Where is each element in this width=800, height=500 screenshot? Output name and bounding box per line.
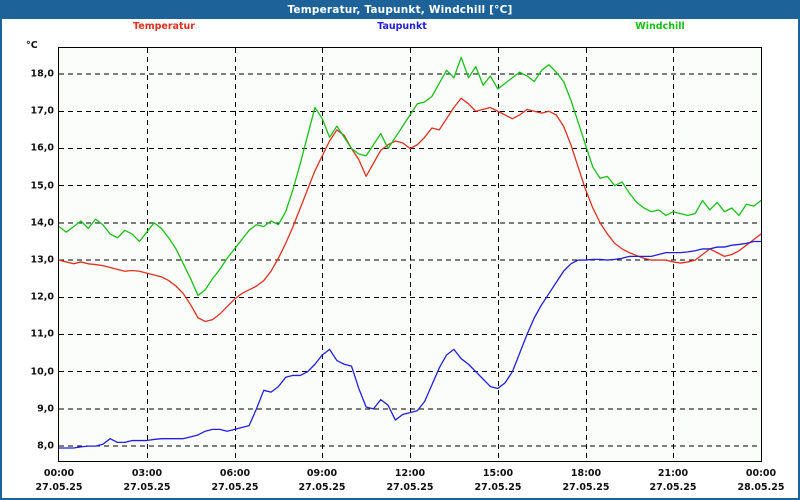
x-axis-tick: 15:00 27.05.25 bbox=[453, 468, 543, 493]
x-axis-tick-time: 12:00 bbox=[394, 468, 426, 479]
x-axis-tick-date: 27.05.25 bbox=[386, 482, 434, 493]
x-axis-tick-time: 09:00 bbox=[306, 468, 338, 479]
y-axis-tick: 18,0 bbox=[30, 68, 54, 80]
x-axis-tick-time: 18:00 bbox=[570, 468, 602, 479]
y-axis-tick: 15,0 bbox=[30, 180, 54, 192]
x-axis-tick-date: 27.05.25 bbox=[649, 482, 697, 493]
x-axis-tick: 06:00 27.05.25 bbox=[190, 468, 280, 493]
chart-legend: Temperatur Taupunkt Windchill bbox=[2, 21, 798, 37]
series-line-temperatur bbox=[59, 97, 761, 323]
y-axis-tick: 11,0 bbox=[30, 328, 54, 340]
window-title: Temperatur, Taupunkt, Windchill [°C] bbox=[2, 2, 798, 19]
x-axis-tick-time: 21:00 bbox=[657, 468, 689, 479]
y-axis-tick: 12,0 bbox=[30, 291, 54, 303]
x-axis-tick-date: 27.05.25 bbox=[35, 482, 83, 493]
y-axis-unit-label: °C bbox=[26, 40, 38, 51]
x-axis-tick: 03:00 27.05.25 bbox=[102, 468, 192, 493]
legend-item-temperatur: Temperatur bbox=[133, 21, 195, 32]
chart-svg bbox=[59, 48, 761, 461]
series-line-windchill bbox=[59, 56, 761, 297]
y-axis-tick: 13,0 bbox=[30, 254, 54, 266]
x-axis-tick-time: 06:00 bbox=[219, 468, 251, 479]
x-axis-tick-time: 03:00 bbox=[131, 468, 163, 479]
y-axis-tick: 8,0 bbox=[37, 440, 54, 452]
y-axis-tick: 17,0 bbox=[30, 105, 54, 117]
chart-plot-area: °C 18,0 17,0 16,0 15,0 14,0 13,0 12,0 11,0 10,0 9… bbox=[2, 37, 798, 498]
x-axis-tick: 00:00 27.05.25 bbox=[14, 468, 104, 493]
x-axis-tick-time: 00:00 bbox=[745, 468, 777, 479]
x-axis-tick-date: 27.05.25 bbox=[474, 482, 522, 493]
y-axis-tick: 14,0 bbox=[30, 217, 54, 229]
y-axis-tick: 10,0 bbox=[30, 366, 54, 378]
y-axis-tick: 16,0 bbox=[30, 142, 54, 154]
x-axis-tick: 00:00 28.05.25 bbox=[716, 468, 800, 493]
x-axis-tick: 21:00 27.05.25 bbox=[628, 468, 718, 493]
x-axis-tick-date: 27.05.25 bbox=[562, 482, 610, 493]
x-axis-tick-time: 15:00 bbox=[482, 468, 514, 479]
legend-item-windchill: Windchill bbox=[635, 21, 685, 32]
y-axis-tick-labels: 18,0 17,0 16,0 15,0 14,0 13,0 12,0 11,0 10,0 9,0 8… bbox=[2, 47, 54, 462]
x-axis-tick-labels: 00:00 27.05.25 03:00 27.05.25 06:00 27.05.25 0… bbox=[36, 462, 785, 498]
plot-canvas bbox=[58, 47, 762, 462]
legend-item-taupunkt: Taupunkt bbox=[377, 21, 427, 32]
x-axis-tick-date: 27.05.25 bbox=[298, 482, 346, 493]
x-axis-tick: 09:00 27.05.25 bbox=[277, 468, 367, 493]
x-axis-tick: 18:00 27.05.25 bbox=[541, 468, 631, 493]
series-line-taupunkt bbox=[59, 240, 761, 449]
x-axis-tick-time: 00:00 bbox=[43, 468, 75, 479]
x-axis-tick-date: 27.05.25 bbox=[123, 482, 171, 493]
x-axis-tick-date: 28.05.25 bbox=[737, 482, 785, 493]
x-axis-tick-date: 27.05.25 bbox=[211, 482, 259, 493]
x-axis-tick: 12:00 27.05.25 bbox=[365, 468, 455, 493]
y-axis-tick: 9,0 bbox=[37, 403, 54, 415]
